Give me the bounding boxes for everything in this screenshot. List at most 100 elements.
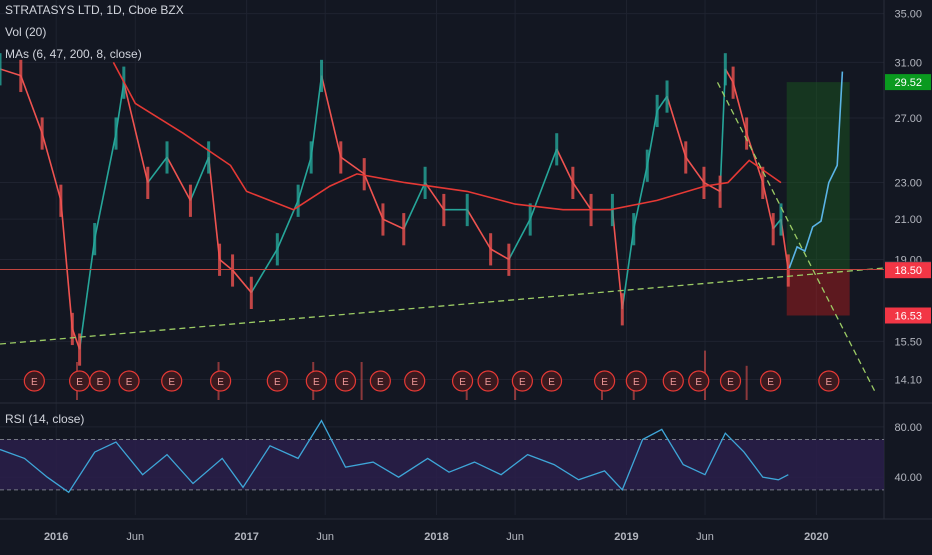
price-segment: [320, 75, 342, 158]
candle: [786, 254, 790, 287]
price-segment: [340, 156, 365, 175]
price-segment: [93, 133, 117, 239]
earnings-marker-label: E: [459, 377, 466, 388]
candle: [555, 133, 559, 166]
candle: [114, 117, 118, 150]
earnings-marker-label: E: [411, 377, 418, 388]
price-segment: [424, 182, 445, 211]
price-segment: [403, 182, 426, 230]
price-segment: [508, 218, 531, 260]
candle: [702, 166, 706, 199]
candle: [507, 243, 511, 276]
volume-bar: [360, 362, 363, 400]
price-segment: [621, 228, 635, 310]
candle: [339, 141, 343, 174]
rising-trendline: [0, 267, 885, 345]
price-tick-label: 31.00: [894, 57, 922, 69]
time-tick-label: Jun: [506, 531, 524, 543]
candle: [231, 254, 235, 287]
price-segment: [719, 68, 727, 192]
earnings-marker-icon: [305, 370, 327, 392]
earnings-marker-icon: [334, 370, 357, 392]
time-tick-label: 2019: [614, 531, 638, 543]
time-tick-label: 2016: [44, 531, 68, 543]
candle: [571, 166, 575, 199]
price-tick-label: 14.10: [894, 375, 922, 387]
price-level-label: 16.53: [894, 311, 922, 323]
candle: [489, 233, 493, 266]
price-segment: [666, 96, 687, 158]
candle: [761, 166, 765, 199]
price-segment: [147, 156, 168, 184]
candle: [296, 184, 300, 217]
price-tick-label: 23.00: [894, 178, 922, 190]
volume-legend[interactable]: Vol (20): [5, 25, 47, 39]
candle: [655, 94, 659, 128]
price-segment: [685, 156, 705, 184]
price-segment: [656, 95, 668, 112]
price-segment: [363, 173, 384, 220]
earnings-marker-label: E: [217, 377, 224, 388]
earnings-marker-icon: [451, 370, 474, 392]
earnings-marker-icon: [540, 370, 563, 392]
earnings-marker-label: E: [377, 377, 384, 388]
price-level-label: 29.52: [894, 77, 922, 89]
candle: [665, 80, 669, 113]
candle: [731, 66, 735, 99]
candle: [320, 59, 324, 93]
earnings-marker-label: E: [548, 377, 555, 388]
rsi-legend[interactable]: RSI (14, close): [5, 412, 85, 426]
earnings-marker-icon: [511, 370, 533, 392]
candle: [684, 141, 688, 174]
price-level-badge: [885, 74, 931, 91]
price-segment: [166, 156, 192, 201]
candle: [275, 233, 279, 266]
candle: [0, 53, 2, 86]
moving-average-line: [112, 62, 782, 211]
earnings-marker-label: E: [485, 377, 492, 388]
price-segment: [703, 181, 721, 193]
price-segment: [632, 165, 649, 230]
earnings-marker-label: E: [519, 377, 526, 388]
moving-averages-legend[interactable]: MAs (6, 47, 200, 8, close): [5, 47, 142, 61]
price-segment: [78, 238, 96, 350]
earnings-marker-label: E: [727, 377, 734, 388]
earnings-marker-icon: [161, 370, 183, 392]
price-segment: [297, 156, 312, 201]
earnings-marker-icon: [593, 370, 616, 392]
candle: [93, 223, 97, 256]
candle: [40, 117, 44, 150]
earnings-marker-icon: [625, 370, 647, 392]
earnings-marker-label: E: [274, 377, 281, 388]
earnings-marker-label: E: [601, 377, 608, 388]
symbol-title[interactable]: STRATASYS LTD, 1D, Cboe BZX: [5, 3, 184, 17]
price-segment: [60, 200, 74, 329]
earnings-marker-label: E: [633, 377, 640, 388]
candle: [745, 117, 749, 150]
candle: [70, 312, 74, 346]
candle: [771, 213, 775, 246]
price-segment: [382, 218, 405, 230]
price-tick-label: 35.00: [894, 9, 922, 21]
time-tick-label: 2018: [424, 531, 448, 543]
price-level-badge: [885, 262, 931, 279]
candle: [465, 193, 469, 227]
price-segment: [490, 248, 510, 261]
candle: [645, 149, 649, 182]
earnings-marker-label: E: [767, 377, 774, 388]
earnings-marker-icon: [662, 370, 684, 392]
time-tick-label: 2020: [804, 531, 828, 543]
earnings-marker-label: E: [826, 377, 833, 388]
price-level-label: 18.50: [894, 265, 922, 277]
candle: [249, 276, 253, 309]
earnings-marker-icon: [266, 370, 288, 392]
earnings-marker-label: E: [670, 377, 677, 388]
falling-trendline: [716, 82, 877, 395]
candle: [362, 158, 366, 191]
candle: [78, 333, 82, 366]
earnings-marker-icon: [89, 370, 111, 392]
candle: [620, 293, 624, 326]
price-segment: [207, 157, 221, 260]
earnings-marker-icon: [477, 370, 499, 392]
